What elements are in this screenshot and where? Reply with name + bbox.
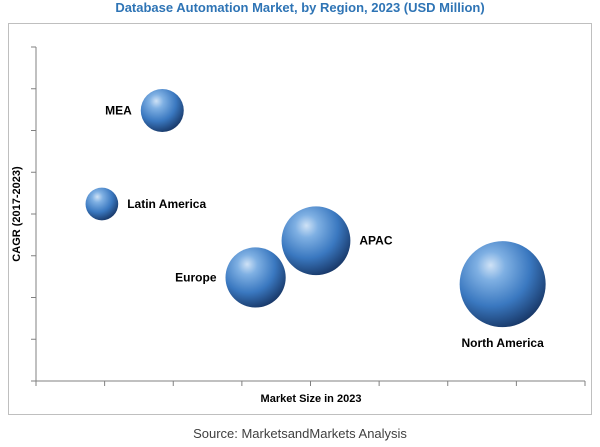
y-axis-label: CAGR (2017-2023)	[11, 166, 23, 262]
label-apac: APAC	[359, 234, 392, 248]
bubble-apac	[281, 206, 351, 276]
bubbles	[85, 88, 546, 328]
label-mea: MEA	[105, 103, 132, 117]
bubble-mea	[140, 88, 184, 132]
chart-title: Database Automation Market, by Region, 2…	[115, 0, 485, 15]
axes	[31, 46, 586, 386]
label-europe: Europe	[175, 270, 217, 284]
source-note: Source: MarketsandMarkets Analysis	[193, 426, 407, 441]
label-latin-america: Latin America	[127, 197, 206, 211]
bubble-europe	[225, 247, 286, 308]
bubble-north-america	[459, 241, 546, 328]
label-north-america: North America	[462, 336, 545, 350]
bubble-latin-america	[85, 187, 119, 221]
point-labels: MEA Latin America Europe APAC North America	[105, 103, 544, 350]
x-axis-label: Market Size in 2023	[261, 393, 362, 405]
